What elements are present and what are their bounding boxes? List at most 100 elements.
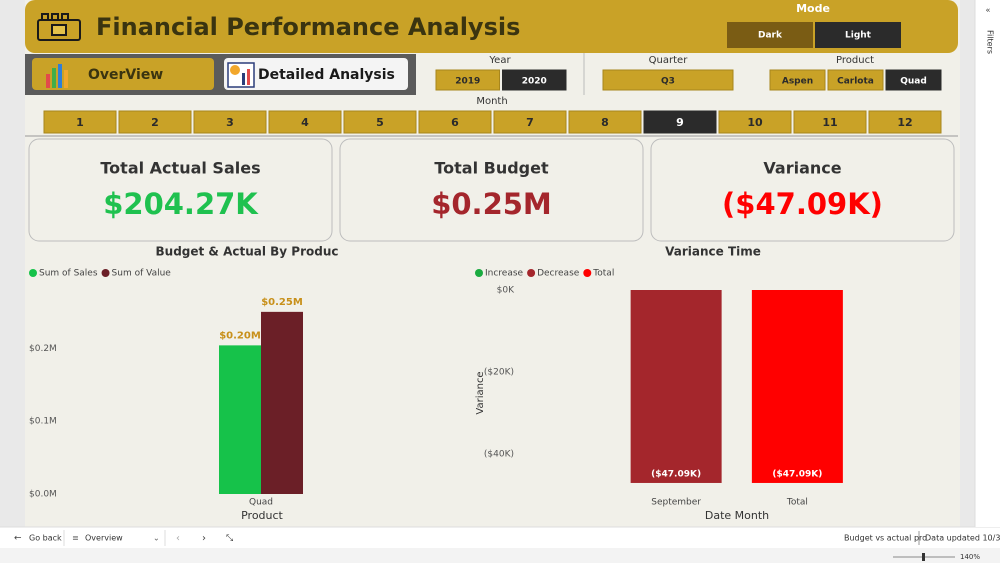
chart-title: Variance Time: [665, 245, 761, 259]
y-tick-label: $0.0M: [29, 490, 57, 500]
logo: [37, 13, 81, 41]
legend-swatch: [583, 269, 592, 277]
filter-option[interactable]: Carlota: [837, 77, 874, 87]
kpi-label: Total Actual Sales: [100, 159, 260, 178]
x-tick-label: September: [651, 498, 701, 508]
filter-option[interactable]: Aspen: [782, 77, 813, 87]
bar: [751, 290, 843, 483]
legend-label: Decrease: [537, 269, 580, 279]
legend-label: Total: [592, 269, 614, 279]
back-arrow[interactable]: ←: [14, 534, 22, 544]
page-icon: ≡: [72, 534, 79, 543]
data-label: $0.25M: [261, 297, 303, 308]
filter-option[interactable]: 8: [601, 116, 609, 129]
legend-label: Sum of Sales: [39, 269, 98, 279]
filter-option[interactable]: 10: [747, 116, 763, 129]
filter-label: Product: [836, 55, 874, 66]
dropdown-caret[interactable]: ⌄: [153, 534, 160, 543]
y-tick-label: $0.2M: [29, 344, 57, 354]
filter-button[interactable]: [268, 110, 342, 134]
mode-option[interactable]: Dark: [758, 31, 783, 41]
filter-button[interactable]: [718, 110, 792, 134]
filter-option[interactable]: Quad: [900, 77, 927, 87]
filter-button[interactable]: [793, 110, 867, 134]
x-axis-title: Date Month: [705, 509, 769, 522]
next-page[interactable]: ›: [202, 533, 206, 544]
kpi-label: Variance: [763, 159, 841, 178]
expand[interactable]: ⤡: [226, 534, 233, 544]
header-bar: [25, 0, 958, 53]
prev-page[interactable]: ‹: [176, 533, 180, 544]
nav-button[interactable]: [32, 58, 214, 90]
filter-button[interactable]: [827, 69, 884, 91]
filter-option[interactable]: 2019: [455, 77, 480, 87]
filter-option[interactable]: 6: [451, 116, 459, 129]
kpi-value: $0.25M: [431, 187, 552, 221]
filter-button[interactable]: [885, 69, 942, 91]
filter-option[interactable]: 12: [897, 116, 912, 129]
y-tick-label: $0K: [497, 286, 515, 296]
kpi-card: [339, 138, 644, 242]
y-tick-label: ($20K): [484, 367, 514, 377]
filter-button[interactable]: [435, 69, 500, 91]
status: Data updated 10/31...: [925, 534, 1000, 543]
data-label: ($47.09K): [651, 469, 701, 479]
filter-button[interactable]: [643, 110, 717, 134]
zoom-level: 140%: [960, 553, 980, 561]
back-button[interactable]: Go back: [29, 534, 62, 543]
legend-label: Sum of Value: [112, 269, 172, 279]
filter-label: Month: [476, 96, 507, 107]
legend-swatch: [29, 269, 37, 277]
side-label[interactable]: Filters: [986, 30, 995, 54]
filter-button[interactable]: [43, 110, 117, 134]
filter-button[interactable]: [568, 110, 642, 134]
x-axis-title: Product: [241, 509, 283, 522]
zoom-thumb[interactable]: [922, 553, 925, 561]
filter-button[interactable]: [493, 110, 567, 134]
filter-option[interactable]: 9: [676, 116, 684, 129]
filter-option[interactable]: Q3: [661, 77, 675, 87]
nav-label[interactable]: Detailed Analysis: [258, 67, 395, 83]
filter-label: Year: [488, 55, 511, 66]
legend-swatch: [527, 269, 536, 277]
y-tick-label: $0.1M: [29, 417, 57, 427]
filter-button[interactable]: [193, 110, 267, 134]
footer-bar: [0, 527, 1000, 548]
kpi-card: [650, 138, 955, 242]
filter-option[interactable]: 2020: [522, 77, 547, 87]
filter-option[interactable]: 7: [526, 116, 534, 129]
filter-button[interactable]: [118, 110, 192, 134]
filter-button[interactable]: [343, 110, 417, 134]
x-tick-label: Quad: [249, 498, 273, 508]
filter-option[interactable]: 4: [301, 116, 309, 129]
filter-option[interactable]: 11: [822, 116, 837, 129]
x-tick-label: Total: [786, 498, 808, 508]
filter-label: Quarter: [649, 55, 689, 66]
bar: [630, 290, 722, 483]
page-selector[interactable]: Overview: [85, 534, 123, 543]
nav-button[interactable]: [224, 58, 408, 90]
nav-label[interactable]: OverView: [88, 67, 163, 83]
filter-option[interactable]: 1: [76, 116, 84, 129]
mode-button[interactable]: [727, 22, 813, 48]
y-axis-title: Variance: [475, 371, 486, 414]
mode-button[interactable]: [815, 22, 901, 48]
filter-button[interactable]: [418, 110, 492, 134]
filter-option[interactable]: 3: [226, 116, 234, 129]
filter-button[interactable]: [602, 69, 734, 91]
legend-label: Increase: [485, 269, 524, 279]
title: Financial Performance Analysis: [96, 13, 520, 41]
filter-button[interactable]: [502, 69, 567, 91]
filter-option[interactable]: 5: [376, 116, 384, 129]
report-name: Budget vs actual pro: [844, 534, 927, 543]
nav-icon: [227, 62, 255, 88]
filter-button[interactable]: [868, 110, 942, 134]
bar: [261, 311, 303, 494]
filter-option[interactable]: 2: [151, 116, 159, 129]
filter-button[interactable]: [769, 69, 826, 91]
mode-option[interactable]: Light: [845, 31, 872, 41]
bar: [219, 345, 261, 494]
collapse[interactable]: «: [986, 6, 991, 15]
kpi-value: ($47.09K): [722, 187, 883, 221]
